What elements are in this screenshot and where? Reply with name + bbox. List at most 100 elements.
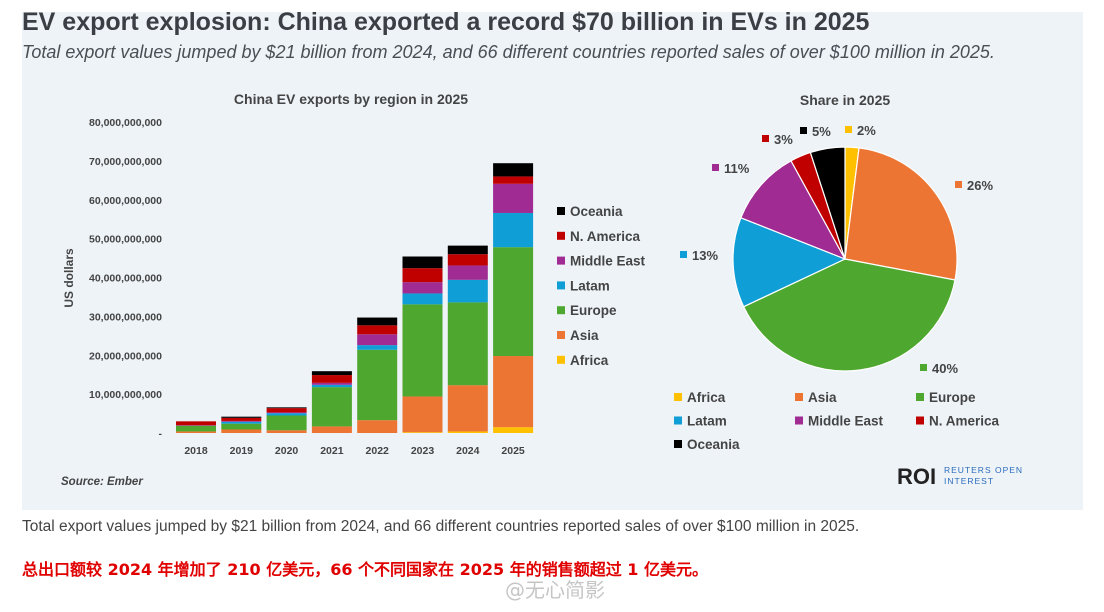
legend-label: Asia [570,328,599,343]
x-tick-label: 2018 [184,445,208,457]
bar-segment-africa-2025 [493,427,534,433]
pie-data-label: 11% [724,161,750,176]
legend-swatch [557,207,565,215]
y-tick-label: - [159,428,163,440]
bar-segment-asia-2020 [266,430,307,433]
bar-segment-europe-2021 [311,387,352,427]
bar-segment-europe-2020 [266,415,307,431]
bar-segment-oceania-2022 [357,317,398,326]
pie-data-label: 26% [967,178,993,193]
legend-label: N. America [570,229,641,244]
pie-label-swatch [762,135,769,142]
x-tick-label: 2024 [456,445,480,457]
legend-swatch [557,281,565,290]
y-tick-label: 50,000,000,000 [89,234,162,246]
bar-segment-oceania-2019 [221,416,262,418]
pie-data-label: 2% [857,123,876,138]
pie-legend-swatch [916,393,924,401]
bar-segment-europe-2023 [402,304,443,397]
legend-label: Middle East [570,254,646,269]
caption-chinese: 总出口额较 2024 年增加了 210 亿美元，66 个不同国家在 2025 年… [22,560,708,579]
x-tick-label: 2019 [230,445,254,457]
pie-legend-swatch [674,416,682,425]
pie-data-label: 40% [932,361,958,376]
bar-segment-latam-2022 [357,345,398,350]
pie-slice-oceania [809,146,846,260]
legend-swatch [557,231,565,240]
bar-segment-europe-2018 [176,425,216,432]
pie-data-label: 13% [692,248,718,263]
bar-segment-oceania-2020 [266,407,307,409]
svg-text:ROI: ROI [897,464,936,489]
pie-slice-middle-east [740,160,847,261]
bar-segment-middle-east-2025 [493,183,534,213]
watermark: @无心简影 [505,578,605,602]
bar-segment-europe-2022 [357,349,398,421]
pie-data-label: 3% [774,132,793,147]
bar-segment-latam-2023 [402,293,443,305]
source-note: Source: Ember [61,476,143,488]
bar-segment-asia-2018 [176,431,216,433]
bar-segment-asia-2019 [221,429,262,433]
pie-data-label: 5% [812,124,831,139]
pie-label-swatch [680,251,687,258]
bar-segment-oceania-2025 [493,163,534,177]
bar-segment-middle-east-2022 [357,334,398,346]
pie-label-swatch [800,127,807,134]
page-title: EV export explosion: China exported a re… [22,8,870,36]
bar-segment-n-america-2018 [176,421,216,426]
bar-segment-n-america-2023 [402,268,443,283]
pie-legend-label: Middle East [808,414,884,429]
roi-logo: ROI REUTERS OPEN INTEREST [897,464,1023,489]
legend-swatch [557,256,565,265]
bar-segment-asia-2023 [402,396,443,433]
pie-legend-label: Asia [808,390,837,405]
y-tick-label: 60,000,000,000 [89,195,162,207]
bar-segment-latam-2025 [493,212,534,248]
pie-label-swatch [955,181,962,188]
pie-legend-label: N. America [929,414,1000,429]
bar-segment-middle-east-2018 [176,425,216,426]
y-tick-label: 40,000,000,000 [89,273,162,285]
bar-chart-title: China EV exports by region in 2025 [234,91,468,107]
bar-segment-middle-east-2021 [311,382,352,385]
svg-text:REUTERS OPEN: REUTERS OPEN [944,465,1023,475]
bar-segment-asia-2021 [311,426,352,433]
bar-segment-asia-2024 [447,385,488,432]
pie-legend-label: Europe [929,390,976,405]
pie-chart-title: Share in 2025 [800,92,890,108]
bar-segment-oceania-2021 [311,371,352,376]
pie-legend-swatch [795,393,803,401]
pie-legend-swatch [795,416,803,425]
legend-label: Europe [570,303,617,318]
pie-legend-label: Latam [687,414,727,429]
bar-segment-europe-2019 [221,423,262,430]
pie-label-swatch [920,364,927,371]
y-tick-label: 10,000,000,000 [89,389,162,401]
bar-segment-n-america-2019 [221,417,262,421]
legend-label: Oceania [570,204,623,219]
bar-segment-europe-2024 [447,302,488,386]
pie-legend-label: Africa [687,390,726,405]
y-tick-label: 20,000,000,000 [89,350,162,362]
y-axis-label: US dollars [62,248,76,308]
bar-segment-n-america-2024 [447,254,488,266]
bar-segment-middle-east-2024 [447,265,488,280]
bar-segment-africa-2023 [402,432,443,433]
bar-segment-middle-east-2020 [266,412,307,414]
bar-segment-oceania-2024 [447,245,488,255]
bar-segment-n-america-2021 [311,375,352,383]
bar-segment-middle-east-2023 [402,282,443,294]
bar-segment-n-america-2020 [266,408,307,413]
pie-legend-swatch [916,416,924,425]
bar-segment-latam-2024 [447,279,488,303]
bar-segment-asia-2022 [357,420,398,433]
bar-segment-n-america-2022 [357,325,398,335]
y-tick-label: 30,000,000,000 [89,311,162,323]
pie-slice-europe [742,258,956,372]
pie-label-swatch [845,126,852,133]
page-subtitle: Total export values jumped by $21 billio… [22,42,995,62]
legend-swatch [557,331,565,339]
x-tick-label: 2021 [320,445,344,457]
